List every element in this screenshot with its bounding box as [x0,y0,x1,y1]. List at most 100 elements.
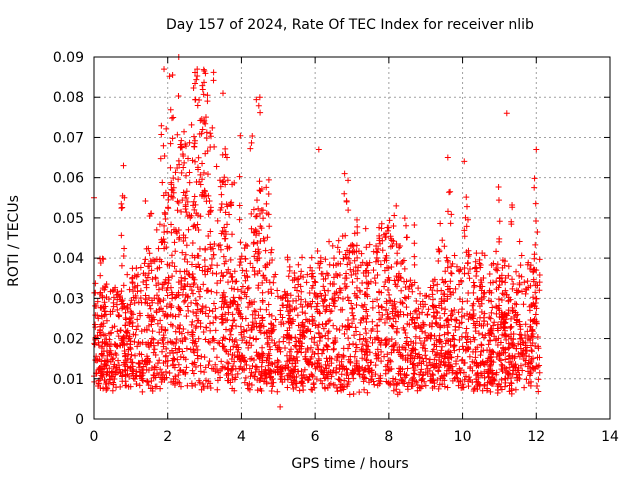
data-point [146,263,153,270]
data-point [251,253,258,260]
data-point [219,273,226,280]
data-point [294,357,301,364]
data-point [182,141,189,148]
data-point [209,124,216,131]
data-point [362,349,369,356]
data-point [259,279,266,286]
data-point [370,378,377,385]
data-point [153,292,160,299]
data-point [395,370,402,377]
data-point [297,301,304,308]
data-point [189,240,196,247]
data-point [356,370,363,377]
data-point [486,355,493,362]
data-point [223,326,230,333]
data-point [153,226,160,233]
data-point [180,326,187,333]
data-point [225,360,232,367]
data-point [120,253,127,260]
data-point [131,299,138,306]
data-point [314,248,321,255]
data-point [155,245,162,252]
data-point [248,369,255,376]
data-point [120,282,127,289]
data-point [177,144,184,151]
data-point [498,296,505,303]
data-point [270,273,277,280]
data-point [224,359,231,366]
data-point [161,66,168,73]
data-point [181,159,188,166]
data-point [401,265,408,272]
data-point [272,342,279,349]
data-point [262,373,269,380]
data-point [514,289,521,296]
data-point [136,310,143,317]
data-point [185,155,192,162]
data-point [345,177,352,184]
data-point [259,344,266,351]
data-point [122,309,129,316]
data-point [192,69,199,76]
data-point [202,245,209,252]
data-point [255,102,262,109]
data-point [324,330,331,337]
data-point [212,361,219,368]
y-tick-label: 0.06 [53,171,84,187]
x-tick-label: 0 [90,429,99,445]
data-point [381,353,388,360]
data-point [257,210,264,217]
data-point [433,321,440,328]
data-point [201,193,208,200]
data-point [364,262,371,269]
data-point [182,251,189,258]
data-point [509,367,516,374]
data-point [213,163,220,170]
data-point [318,350,325,357]
data-point [334,244,341,251]
data-point [517,262,524,269]
data-point [433,351,440,358]
data-point [529,348,536,355]
data-point [303,374,310,381]
data-point [170,114,177,121]
data-point [166,73,173,80]
data-point [284,358,291,365]
data-point [247,145,254,152]
data-point [188,321,195,328]
data-point [315,146,322,153]
data-point [384,224,391,231]
data-point [411,253,418,260]
data-point [528,356,535,363]
data-point [516,238,523,245]
data-point [252,308,259,315]
data-point [128,351,135,358]
data-point [382,279,389,286]
data-point [135,299,142,306]
data-point [191,222,198,229]
data-point [394,250,401,257]
data-point [403,234,410,241]
data-point [169,135,176,142]
data-point [354,254,361,261]
data-point [210,251,217,258]
data-point [373,258,379,265]
data-point [343,254,350,261]
data-point [242,277,249,284]
data-point [223,154,230,161]
data-point [218,230,225,237]
data-point [527,262,534,269]
data-point [530,294,537,301]
data-point [340,353,347,360]
data-point [377,240,384,247]
data-point [189,329,196,336]
data-point [304,327,311,334]
data-point [256,355,263,362]
data-point [130,372,137,379]
data-point [207,385,214,392]
data-point [464,336,471,343]
data-point [311,339,318,346]
data-point [474,295,481,302]
data-point [263,184,270,191]
y-tick-label: 0.01 [53,372,84,388]
